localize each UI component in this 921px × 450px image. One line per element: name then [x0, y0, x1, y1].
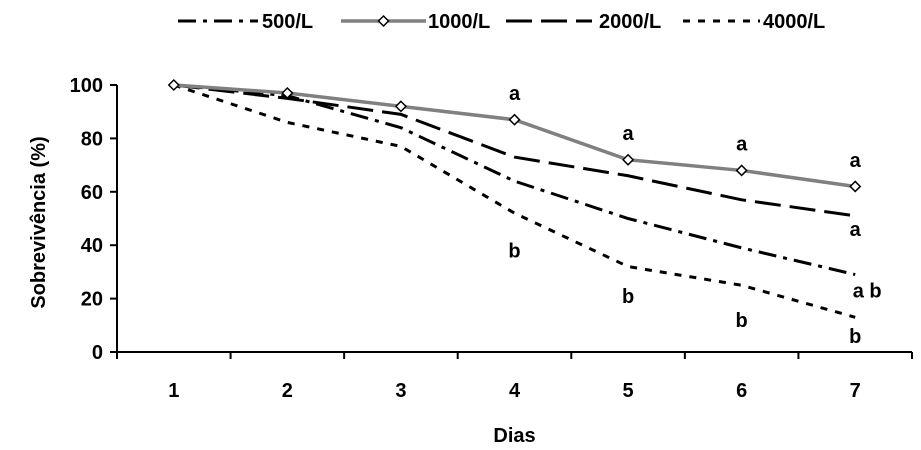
significance-label: b	[622, 286, 634, 308]
significance-label: b	[736, 310, 748, 332]
legend-item: 2000/L	[506, 11, 661, 33]
data-point-diamond	[849, 180, 862, 193]
x-tick-label: 6	[736, 380, 747, 402]
y-tick-label: 40	[81, 235, 103, 257]
legend-item: 4000/L	[683, 11, 825, 33]
significance-label: a	[623, 123, 635, 145]
legend-diamond-marker	[377, 14, 390, 28]
data-point-diamond	[735, 164, 748, 177]
series-group	[167, 78, 862, 319]
x-tick-label: 2	[282, 380, 293, 402]
significance-label: a	[850, 150, 862, 172]
significance-label: b	[508, 241, 520, 263]
y-tick-label: 60	[81, 182, 103, 204]
x-tick-label: 1	[168, 380, 179, 402]
x-ticks: 1 2 3 4 5 6 7	[116, 352, 913, 402]
data-point-diamond	[281, 86, 294, 100]
legend-label: 2000/L	[599, 11, 661, 33]
data-point-diamond	[508, 113, 521, 126]
legend-item: 500/L	[178, 11, 313, 33]
legend: 500/L 1000/L 2000/L 4000/L	[178, 11, 825, 33]
y-tick-label: 80	[81, 128, 103, 150]
y-ticks: 0 20 40 60 80 100	[70, 75, 117, 364]
y-tick-label: 100	[70, 75, 103, 97]
significance-label: a	[509, 83, 521, 105]
y-tick-label: 20	[81, 289, 103, 311]
significance-label: a	[736, 134, 748, 156]
x-tick-label: 4	[509, 380, 521, 402]
x-tick-label: 3	[395, 380, 406, 402]
legend-label: 500/L	[262, 11, 313, 33]
data-point-diamond	[167, 78, 180, 92]
y-axis-title: Sobrevivência (%)	[28, 136, 50, 308]
significance-label: b	[849, 326, 861, 348]
x-axis-title: Dias	[493, 425, 535, 447]
significance-label: a b	[853, 281, 882, 303]
legend-label: 4000/L	[763, 11, 825, 33]
x-tick-label: 7	[850, 380, 861, 402]
legend-label: 1000/L	[428, 11, 490, 33]
significance-label: a	[850, 219, 862, 241]
x-tick-label: 5	[623, 380, 634, 402]
y-tick-label: 0	[92, 342, 103, 364]
data-point-diamond	[394, 100, 407, 113]
annotations: a a a a a a b b b b b	[508, 83, 881, 348]
data-point-diamond	[622, 153, 635, 166]
axes: 0 20 40 60 80 100 1 2 3 4 5 6 7	[70, 75, 913, 402]
legend-item: 1000/L	[341, 11, 490, 33]
